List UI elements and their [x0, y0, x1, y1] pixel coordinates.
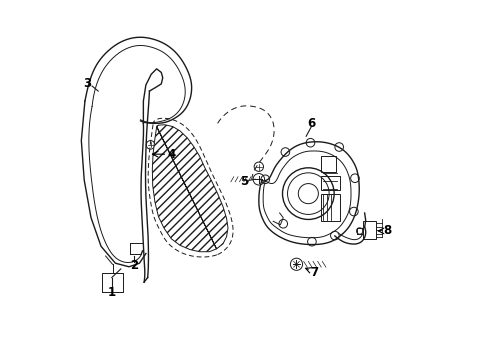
Bar [320, 176, 340, 190]
Text: 2: 2 [130, 259, 138, 272]
Text: 5: 5 [240, 175, 248, 188]
Bar [320, 194, 340, 221]
Text: 1: 1 [107, 287, 116, 300]
Bar [320, 156, 335, 172]
Text: 6: 6 [306, 117, 315, 130]
Polygon shape [152, 125, 227, 252]
Bar [362, 221, 376, 239]
Text: 7: 7 [310, 266, 318, 279]
Text: 4: 4 [167, 148, 176, 161]
Text: 8: 8 [382, 224, 390, 238]
Text: 3: 3 [83, 77, 91, 90]
